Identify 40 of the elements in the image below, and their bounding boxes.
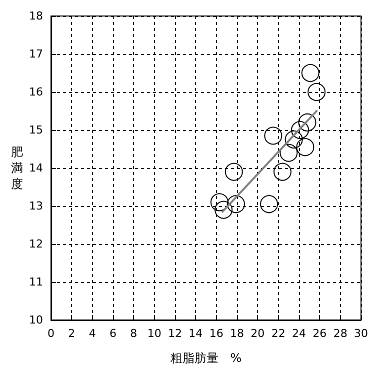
x-tick-label: 12 <box>168 327 182 340</box>
point <box>210 193 228 212</box>
y-tick-label: 17 <box>29 48 43 60</box>
point <box>260 195 278 214</box>
y-tick-label: 16 <box>29 86 43 98</box>
point <box>296 138 314 156</box>
y-tick-label: 14 <box>29 162 43 174</box>
point <box>308 83 326 101</box>
y-tick-label: 10 <box>29 314 43 326</box>
y-tick-label: 15 <box>29 124 43 136</box>
x-tick-label: 18 <box>230 327 244 340</box>
point <box>264 126 282 145</box>
x-tick-label: 30 <box>354 327 368 340</box>
x-tick-label: 26 <box>312 327 327 340</box>
y-tick-label: 18 <box>29 10 43 22</box>
x-tick-label: 0 <box>48 327 54 340</box>
x-axis-title: 粗脂肪量 % <box>170 351 242 365</box>
x-tick-label: 2 <box>68 327 76 340</box>
point <box>291 121 310 139</box>
y-tick-label: 11 <box>29 276 43 288</box>
x-tick-label: 8 <box>130 327 138 340</box>
x-tick-label: 14 <box>188 327 203 340</box>
x-tick-label: 16 <box>209 327 224 340</box>
point <box>273 162 292 181</box>
point <box>298 113 316 132</box>
x-tick-label: 6 <box>110 327 116 340</box>
x-tick-label: 10 <box>147 327 162 340</box>
point <box>224 162 243 181</box>
point <box>214 200 233 219</box>
x-tick-label: 22 <box>271 327 286 340</box>
y-tick-label: 13 <box>29 200 43 212</box>
y-tick-label: 12 <box>29 238 43 250</box>
x-tick-label: 20 <box>250 327 265 340</box>
x-tick-label: 4 <box>88 327 96 340</box>
point <box>226 195 245 214</box>
x-tick-label: 24 <box>292 327 306 340</box>
point <box>284 130 303 148</box>
y-axis-title: 肥満度 <box>11 145 24 191</box>
point <box>301 64 320 82</box>
x-tick-label: 28 <box>333 327 348 340</box>
